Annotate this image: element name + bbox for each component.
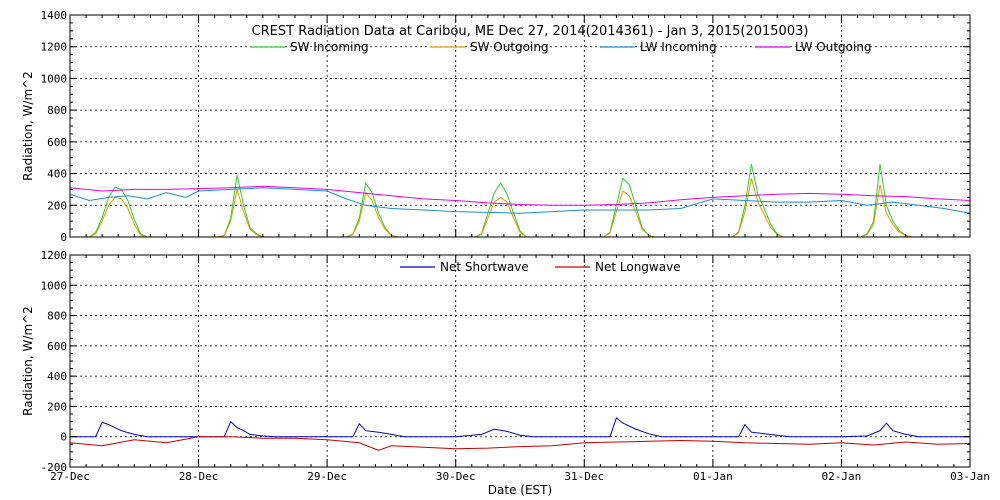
- bottom-ytick-label: 600: [47, 340, 67, 353]
- bottom-legend-label: Net Shortwave: [440, 260, 529, 274]
- xtick-label: 30-Dec: [436, 470, 476, 483]
- xtick-label: 28-Dec: [179, 470, 219, 483]
- top-legend: SW Incoming SW Outgoing LW Incoming LW Outg…: [250, 40, 872, 54]
- top-ytick-label: 1200: [41, 41, 68, 54]
- xtick-label: 01-Jan: [693, 470, 733, 483]
- bottom-series-lines: [69, 416, 971, 451]
- top-series-sw-outgoing: [82, 178, 919, 238]
- top-series-lw-outgoing: [69, 185, 971, 206]
- xtick-label: 29-Dec: [307, 470, 347, 483]
- top-chart-title: CREST Radiation Data at Caribou, ME Dec …: [252, 24, 809, 39]
- top-ytick-label: 0: [60, 231, 67, 244]
- xtick-label: 03-Jan: [950, 470, 990, 483]
- bottom-ytick-label: 800: [47, 310, 67, 323]
- bottom-panel: -200 0 200 400 600 800 1000 1200 27-Dec 28-Dec 29-…: [21, 249, 990, 497]
- bottom-legend: Net Shortwave Net Longwave: [400, 260, 681, 274]
- bottom-legend-label: Net Longwave: [595, 260, 681, 274]
- bottom-ytick-label: 200: [47, 400, 67, 413]
- top-ytick-label: 1000: [41, 72, 68, 85]
- top-legend-label: LW Incoming: [640, 40, 717, 54]
- bottom-ytick-label: 0: [60, 431, 67, 444]
- x-axis-label: Date (EST): [488, 483, 552, 497]
- top-legend-label: SW Outgoing: [470, 40, 549, 54]
- bottom-ytick-label: 1200: [41, 249, 68, 262]
- bottom-series-net-longwave: [69, 436, 971, 451]
- top-legend-label: SW Incoming: [290, 40, 369, 54]
- xtick-label: 27-Dec: [50, 470, 90, 483]
- bottom-ytick-label: 1000: [41, 279, 68, 292]
- top-ytick-label: 600: [47, 136, 67, 149]
- xtick-label: 31-Dec: [564, 470, 604, 483]
- top-ytick-label: 1400: [41, 9, 68, 22]
- top-panel: 0 200 400 600 800 1000 1200 1400 CREST Radiatio…: [21, 9, 971, 244]
- top-series-lw-incoming: [69, 187, 971, 214]
- bottom-ticks: -200 0 200 400 600 800 1000 1200 27-Dec 28-Dec 29-…: [41, 249, 990, 483]
- top-gridlines: [70, 15, 970, 237]
- bottom-y-axis-label: Radiation, W/m^2: [21, 306, 35, 416]
- xtick-label: 02-Jan: [822, 470, 862, 483]
- top-ytick-label: 200: [47, 199, 67, 212]
- bottom-series-net-shortwave: [70, 416, 970, 438]
- bottom-ytick-label: 400: [47, 370, 67, 383]
- bottom-ytick-label: -200: [41, 461, 68, 474]
- top-series-sw-incoming: [82, 163, 919, 238]
- top-series-lines: [69, 163, 971, 238]
- top-y-axis-label: Radiation, W/m^2: [21, 71, 35, 181]
- top-ytick-label: 400: [47, 168, 67, 181]
- bottom-gridlines: [70, 255, 970, 467]
- top-ytick-label: 800: [47, 104, 67, 117]
- top-legend-label: LW Outgoing: [795, 40, 872, 54]
- top-ticks: 0 200 400 600 800 1000 1200 1400: [41, 9, 971, 244]
